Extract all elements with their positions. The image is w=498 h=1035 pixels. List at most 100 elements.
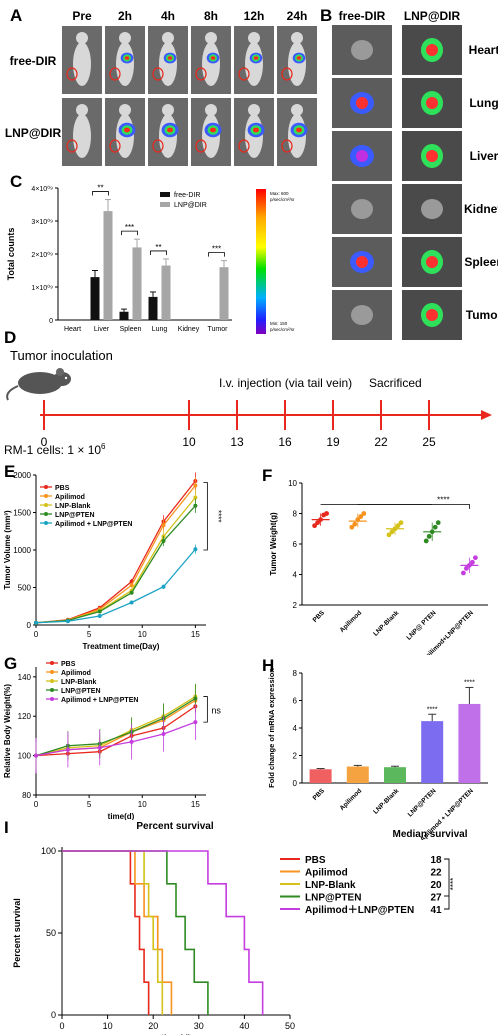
chart-e-tumor-volume: 0 500 1000 1500 2000 0 5 10 15 Treatment time(Day…: [3, 471, 222, 651]
data-point: [423, 538, 429, 544]
series-line: [35, 548, 196, 624]
sig-bracket: [203, 696, 208, 723]
panel-label-e: E: [4, 462, 16, 481]
data-point: [389, 529, 395, 535]
survival-curve: [62, 850, 173, 1015]
sig-label: **: [155, 243, 161, 252]
data-point: [324, 511, 329, 516]
data-point: [65, 747, 70, 752]
organ-shape: [351, 305, 373, 325]
mouse-head: [76, 32, 88, 44]
sig-bracket: [444, 858, 450, 910]
sig-bracket: [150, 250, 167, 255]
mouse-body: [159, 42, 177, 86]
legend-label: Apilimod: [305, 868, 348, 879]
bar: [161, 265, 171, 320]
organ-label: Heart: [469, 43, 498, 57]
mouse-head: [291, 32, 303, 44]
mouse-head: [248, 32, 260, 44]
median-value: 18: [430, 855, 442, 866]
timepoint-label: 8h: [204, 9, 218, 23]
mouse-body: [288, 42, 306, 86]
x-tick-label: Spleen: [120, 326, 142, 333]
chart-h-mrna: 0 2 4 6 8 Fold change of mRNA expression PBS Ap…: [267, 668, 488, 840]
colorbar-max: Max: 600: [270, 191, 289, 196]
survival-curve: [62, 850, 264, 1015]
tumor-circle: [66, 139, 78, 153]
sig-bracket: [92, 191, 109, 196]
panel-label-g: G: [4, 654, 18, 673]
organ-label: Kidney: [464, 202, 498, 216]
data-point: [193, 547, 198, 552]
panel-label-h: H: [262, 656, 275, 675]
data-point: [97, 745, 102, 750]
y-axis-label: Tumor Volume (mm³): [3, 510, 12, 590]
organ-label: Lung: [469, 96, 498, 110]
data-point: [386, 532, 392, 538]
signal-core: [426, 44, 438, 56]
y-axis-label: Tumor Weight(g): [269, 512, 278, 576]
bar: [148, 296, 158, 320]
signal-core: [356, 97, 368, 109]
data-point: [473, 555, 478, 561]
x-tick-label: PBS: [312, 787, 327, 802]
data-point: [129, 583, 134, 588]
tumor-circle: [109, 67, 121, 81]
median-value: 41: [430, 905, 442, 916]
tumor-circle: [281, 139, 293, 153]
data-point: [193, 483, 198, 488]
injection-label: I.v. injection (via tail vein): [219, 376, 352, 390]
mouse-body: [245, 42, 263, 86]
data-point: [349, 524, 355, 530]
sig-bracket: [121, 230, 138, 236]
sig-label: ns: [211, 705, 221, 715]
data-point: [435, 520, 441, 526]
legend-label: Apilimod: [55, 494, 85, 501]
data-point: [129, 590, 134, 595]
y-tick-label: 8: [293, 510, 298, 519]
sacrificed-label: Sacrificed: [369, 376, 422, 390]
x-tick-label: Kidney: [178, 326, 200, 333]
y-tick-label: 80: [22, 791, 31, 800]
sig-bracket: [203, 482, 208, 551]
x-tick-label: 0: [34, 630, 39, 639]
signal-core: [426, 256, 438, 268]
legend-label: PBS: [55, 485, 70, 492]
chart-f-tumor-weight: 2 4 6 8 10 Tumor Weight(g) PBS Apilimod LNP-Blan…: [269, 479, 488, 655]
x-tick-label: 30: [194, 1021, 204, 1031]
chart-title: Percent survival: [136, 821, 213, 832]
legend-marker: [44, 503, 48, 507]
y-tick-label: 1×10⁰⁹: [31, 284, 53, 292]
signal-core: [426, 150, 438, 162]
x-tick-label: LNP@ PTEN: [405, 609, 437, 641]
panel-label-b: B: [320, 6, 333, 25]
median-value: 20: [430, 880, 442, 891]
panel-label-a: A: [10, 6, 23, 25]
x-tick-label: Heart: [64, 326, 81, 333]
legend-label: Apilimod＋LNP@PTEN: [305, 904, 414, 916]
mouse-body: [202, 42, 220, 86]
data-point: [193, 720, 198, 725]
mouse-head: [119, 32, 131, 44]
legend-marker: [44, 521, 48, 525]
timeline-tick-label: 13: [230, 435, 244, 449]
x-tick-label: 20: [148, 1021, 158, 1031]
x-tick-label: Tumor: [208, 326, 229, 333]
timepoint-label: 2h: [118, 9, 132, 23]
data-point: [315, 520, 320, 526]
legend-label: LNP@PTEN: [305, 893, 361, 904]
timeline-tick-label: 16: [278, 435, 292, 449]
signal-core: [124, 56, 130, 60]
x-tick-label: 0: [34, 800, 39, 809]
x-tick-label: PBS: [312, 609, 327, 624]
panel-label-i: I: [4, 818, 9, 837]
y-tick-label: 0: [51, 1010, 56, 1020]
median-value: 27: [430, 893, 442, 904]
mouse-head: [119, 104, 131, 116]
legend-marker: [50, 661, 54, 665]
y-tick-label: 0: [49, 318, 53, 325]
y-tick-label: 100: [41, 846, 56, 856]
signal-core: [124, 127, 130, 133]
x-tick-label: 5: [87, 630, 92, 639]
tumor-circle: [238, 139, 250, 153]
